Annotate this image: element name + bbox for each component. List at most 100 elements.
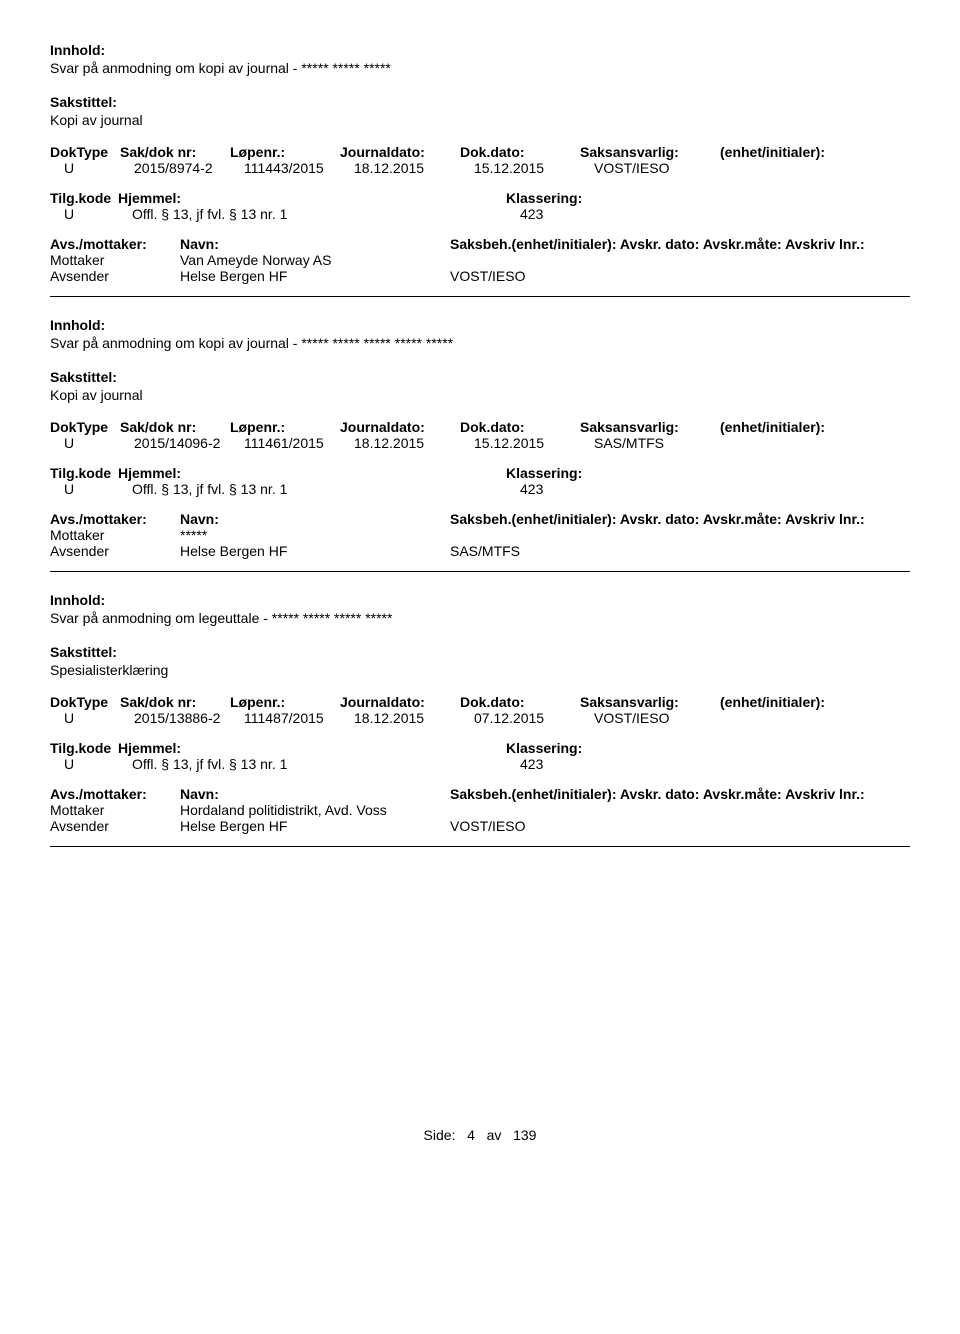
dokdato-value: 15.12.2015 bbox=[474, 160, 594, 176]
navn-header: Navn: bbox=[180, 786, 450, 802]
mottaker-label: Mottaker bbox=[50, 802, 180, 818]
navn-header: Navn: bbox=[180, 236, 450, 252]
enhet-header: (enhet/initialer): bbox=[720, 694, 910, 710]
sakstittel-value: Kopi av journal bbox=[50, 387, 910, 403]
innhold-label: Innhold: bbox=[50, 42, 910, 58]
klassering-header: Klassering: bbox=[506, 190, 910, 206]
doktype-header: DokType bbox=[50, 144, 120, 160]
journaldato-header: Journaldato: bbox=[340, 144, 460, 160]
sakstittel-label: Sakstittel: bbox=[50, 94, 910, 110]
tilgkode-value: U bbox=[50, 481, 132, 497]
dokdato-header: Dok.dato: bbox=[460, 694, 580, 710]
avsender-unit: VOST/IESO bbox=[450, 818, 910, 834]
hjemmel-value: Offl. § 13, jf fvl. § 13 nr. 1 bbox=[132, 206, 520, 222]
innhold-value: Svar på anmodning om kopi av journal - *… bbox=[50, 335, 910, 351]
doktype-value: U bbox=[50, 160, 134, 176]
tilgkode-value: U bbox=[50, 206, 132, 222]
journaldato-header: Journaldato: bbox=[340, 694, 460, 710]
avsmottaker-header: Avs./mottaker: bbox=[50, 786, 180, 802]
sakstittel-value: Spesialisterklæring bbox=[50, 662, 910, 678]
footer-total: 139 bbox=[513, 1127, 536, 1143]
avsender-label: Avsender bbox=[50, 543, 180, 559]
lopenr-value: 111443/2015 bbox=[244, 160, 354, 176]
footer-of: av bbox=[487, 1127, 502, 1143]
lopenr-header: Løpenr.: bbox=[230, 694, 340, 710]
enhet-header: (enhet/initialer): bbox=[720, 419, 910, 435]
record-divider bbox=[50, 846, 910, 847]
saksbeh-header: Saksbeh.(enhet/initialer): Avskr. dato: … bbox=[450, 236, 910, 252]
mottaker-navn: Van Ameyde Norway AS bbox=[180, 252, 450, 268]
mottaker-label: Mottaker bbox=[50, 252, 180, 268]
lopenr-value: 111461/2015 bbox=[244, 435, 354, 451]
avsender-navn: Helse Bergen HF bbox=[180, 268, 450, 284]
avsmottaker-header: Avs./mottaker: bbox=[50, 511, 180, 527]
avsender-navn: Helse Bergen HF bbox=[180, 818, 450, 834]
tilgkode-header: Tilg.kode bbox=[50, 740, 118, 756]
mottaker-label: Mottaker bbox=[50, 527, 180, 543]
navn-header: Navn: bbox=[180, 511, 450, 527]
avsender-unit: SAS/MTFS bbox=[450, 543, 910, 559]
doktype-header: DokType bbox=[50, 419, 120, 435]
sakstittel-value: Kopi av journal bbox=[50, 112, 910, 128]
journaldato-value: 18.12.2015 bbox=[354, 435, 474, 451]
hjemmel-header: Hjemmel: bbox=[118, 465, 506, 481]
sakstittel-label: Sakstittel: bbox=[50, 369, 910, 385]
dokdato-value: 15.12.2015 bbox=[474, 435, 594, 451]
dokdato-value: 07.12.2015 bbox=[474, 710, 594, 726]
sakdok-value: 2015/14096-2 bbox=[134, 435, 244, 451]
tilgkode-header: Tilg.kode bbox=[50, 465, 118, 481]
hjemmel-value: Offl. § 13, jf fvl. § 13 nr. 1 bbox=[132, 756, 520, 772]
klassering-value: 423 bbox=[520, 206, 910, 222]
saksbeh-header: Saksbeh.(enhet/initialer): Avskr. dato: … bbox=[450, 511, 910, 527]
innhold-value: Svar på anmodning om legeuttale - ***** … bbox=[50, 610, 910, 626]
footer-current: 4 bbox=[467, 1127, 475, 1143]
record-divider bbox=[50, 571, 910, 572]
sakdok-header: Sak/dok nr: bbox=[120, 144, 230, 160]
doktype-header: DokType bbox=[50, 694, 120, 710]
mottaker-navn: Hordaland politidistrikt, Avd. Voss bbox=[180, 802, 450, 818]
klassering-value: 423 bbox=[520, 481, 910, 497]
doktype-value: U bbox=[50, 435, 134, 451]
hjemmel-value: Offl. § 13, jf fvl. § 13 nr. 1 bbox=[132, 481, 520, 497]
saksansvarlig-header: Saksansvarlig: bbox=[580, 144, 720, 160]
sakdok-value: 2015/8974-2 bbox=[134, 160, 244, 176]
mottaker-navn: ***** bbox=[180, 527, 450, 543]
avsender-unit: VOST/IESO bbox=[450, 268, 910, 284]
saksansvarlig-value: VOST/IESO bbox=[594, 160, 734, 176]
tilgkode-header: Tilg.kode bbox=[50, 190, 118, 206]
saksansvarlig-header: Saksansvarlig: bbox=[580, 694, 720, 710]
avsender-label: Avsender bbox=[50, 818, 180, 834]
footer-prefix: Side: bbox=[424, 1127, 456, 1143]
journaldato-value: 18.12.2015 bbox=[354, 710, 474, 726]
lopenr-header: Løpenr.: bbox=[230, 144, 340, 160]
avsmottaker-header: Avs./mottaker: bbox=[50, 236, 180, 252]
sakdok-header: Sak/dok nr: bbox=[120, 419, 230, 435]
journal-record: Innhold: Svar på anmodning om legeuttale… bbox=[50, 592, 910, 847]
dokdato-header: Dok.dato: bbox=[460, 144, 580, 160]
page-footer: Side: 4 av 139 bbox=[50, 1127, 910, 1143]
avsender-navn: Helse Bergen HF bbox=[180, 543, 450, 559]
saksbeh-header: Saksbeh.(enhet/initialer): Avskr. dato: … bbox=[450, 786, 910, 802]
record-divider bbox=[50, 296, 910, 297]
sakdok-header: Sak/dok nr: bbox=[120, 694, 230, 710]
klassering-header: Klassering: bbox=[506, 740, 910, 756]
innhold-label: Innhold: bbox=[50, 592, 910, 608]
saksansvarlig-value: VOST/IESO bbox=[594, 710, 734, 726]
sakdok-value: 2015/13886-2 bbox=[134, 710, 244, 726]
avsender-label: Avsender bbox=[50, 268, 180, 284]
sakstittel-label: Sakstittel: bbox=[50, 644, 910, 660]
doktype-value: U bbox=[50, 710, 134, 726]
innhold-label: Innhold: bbox=[50, 317, 910, 333]
journal-record: Innhold: Svar på anmodning om kopi av jo… bbox=[50, 317, 910, 572]
enhet-header: (enhet/initialer): bbox=[720, 144, 910, 160]
saksansvarlig-header: Saksansvarlig: bbox=[580, 419, 720, 435]
tilgkode-value: U bbox=[50, 756, 132, 772]
journal-record: Innhold: Svar på anmodning om kopi av jo… bbox=[50, 42, 910, 297]
lopenr-value: 111487/2015 bbox=[244, 710, 354, 726]
hjemmel-header: Hjemmel: bbox=[118, 740, 506, 756]
journaldato-value: 18.12.2015 bbox=[354, 160, 474, 176]
klassering-value: 423 bbox=[520, 756, 910, 772]
journaldato-header: Journaldato: bbox=[340, 419, 460, 435]
innhold-value: Svar på anmodning om kopi av journal - *… bbox=[50, 60, 910, 76]
klassering-header: Klassering: bbox=[506, 465, 910, 481]
